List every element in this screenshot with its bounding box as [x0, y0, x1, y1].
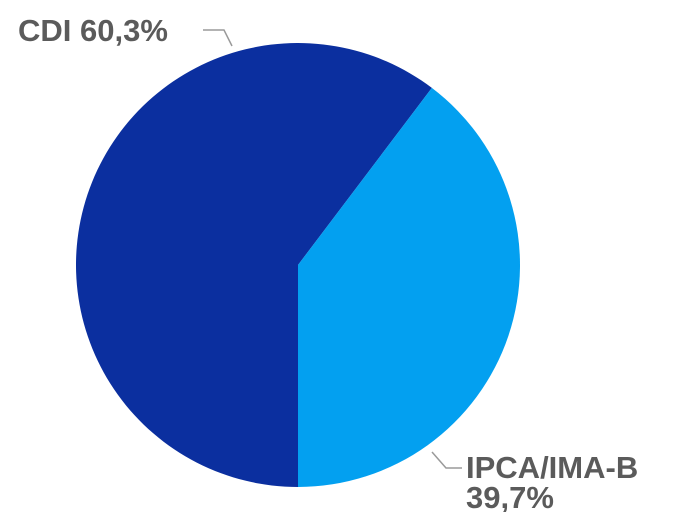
- category-label: CDI: [18, 13, 71, 48]
- slice-label: IPCA/IMA-B: [466, 450, 638, 485]
- slice-label: CDI 60,3%: [18, 13, 168, 48]
- leader-line: [203, 29, 233, 47]
- value-label: 60,3%: [80, 13, 168, 48]
- wedge: [298, 87, 520, 487]
- pie: [75, 42, 520, 487]
- value-label: 39,7%: [466, 480, 554, 512]
- leader-line: [431, 451, 462, 469]
- wedge: [75, 42, 432, 487]
